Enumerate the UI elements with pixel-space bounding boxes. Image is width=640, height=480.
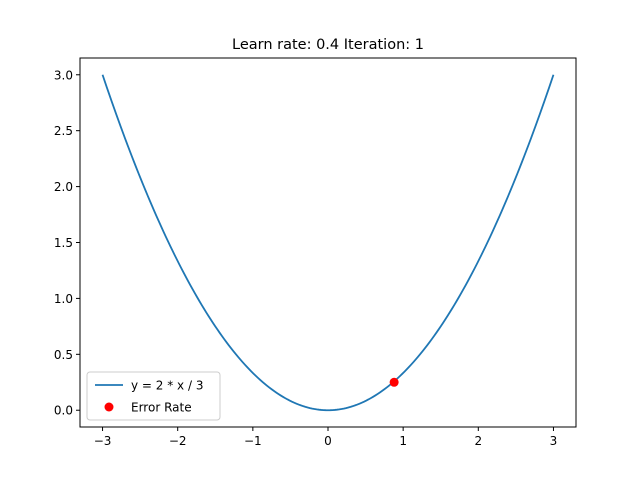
y-tick-label: 3.0 xyxy=(54,68,73,82)
legend-label: Error Rate xyxy=(131,401,192,415)
x-tick-label: 2 xyxy=(474,434,482,448)
x-tick-label: −1 xyxy=(244,434,262,448)
plot-area xyxy=(101,74,555,412)
x-tick-label: −2 xyxy=(169,434,187,448)
y-tick-label: 1.0 xyxy=(54,292,73,306)
x-tick-label: 0 xyxy=(324,434,332,448)
y-tick-label: 1.5 xyxy=(54,236,73,250)
series-line-0 xyxy=(101,74,555,412)
y-tick-label: 0.5 xyxy=(54,348,73,362)
y-tick-label: 2.0 xyxy=(54,180,73,194)
legend-label: y = 2 * x / 3 xyxy=(131,379,203,393)
x-tick-label: 1 xyxy=(399,434,407,448)
legend-box xyxy=(86,371,221,421)
x-tick-label: −3 xyxy=(94,434,112,448)
legend: y = 2 * x / 3 Error Rate xyxy=(86,371,221,421)
y-tick-label: 2.5 xyxy=(54,124,73,138)
axes: −3 −2 −1 0 1 2 3 0.0 0.5 1.0 1.5 2.0 2.5 3.0 xyxy=(54,57,577,448)
chart-title: Learn rate: 0.4 Iteration: 1 xyxy=(232,37,424,53)
y-tick-label: 0.0 xyxy=(54,404,73,418)
legend-marker-swatch xyxy=(104,402,114,412)
error-rate-point xyxy=(389,377,399,387)
x-tick-label: 3 xyxy=(550,434,558,448)
